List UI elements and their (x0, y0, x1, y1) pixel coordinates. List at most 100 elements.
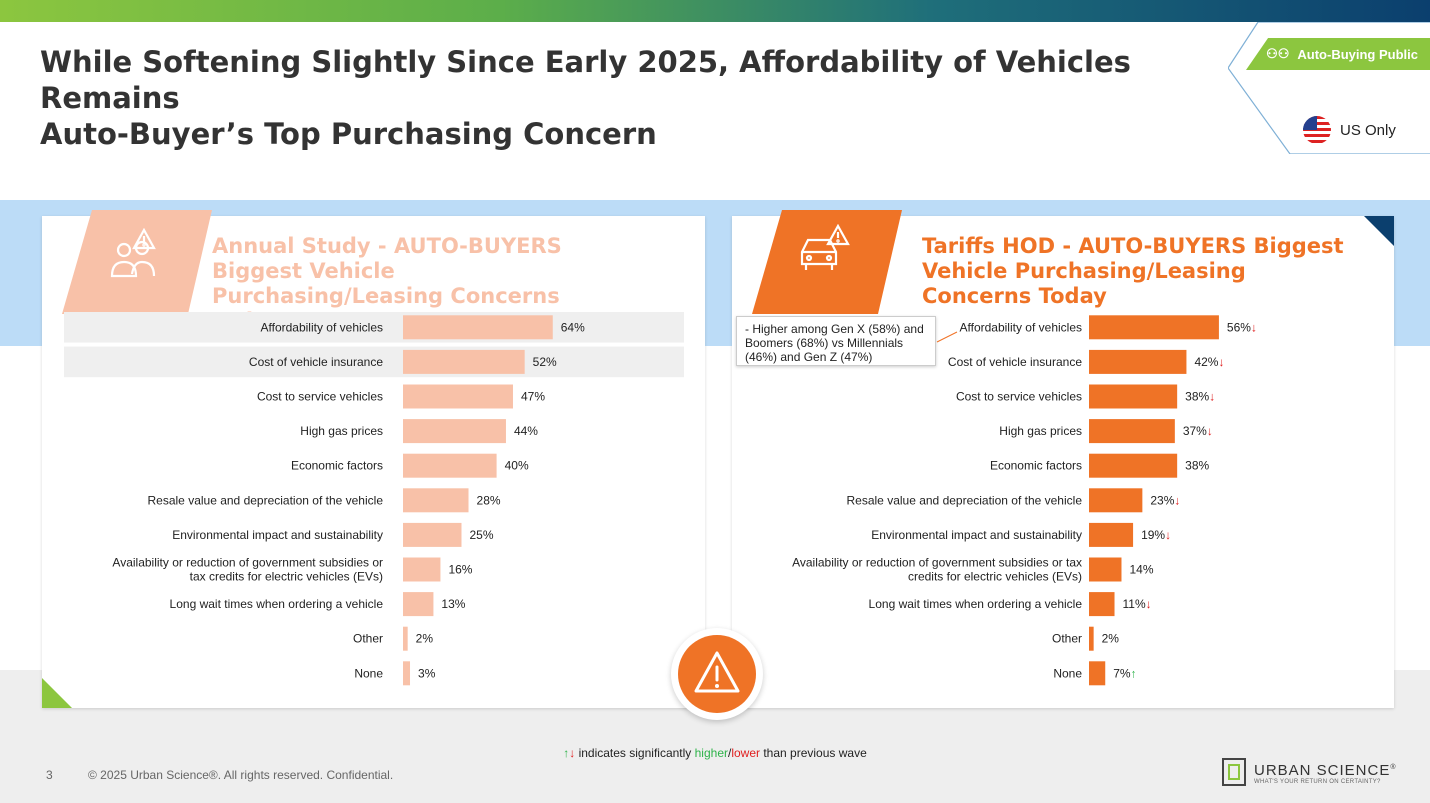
significance-arrow: ↓ (1174, 493, 1180, 507)
value-label: 38%↓ (1185, 390, 1215, 404)
page-title: While Softening Slightly Since Early 202… (40, 44, 1200, 152)
warning-icon (694, 651, 740, 693)
annual-study-title: Annual Study - AUTO-BUYERS Biggest Vehic… (212, 234, 562, 333)
value-label: 16% (448, 563, 472, 577)
category-label: Economic factors (990, 459, 1082, 473)
top-gradient-bar (0, 0, 1430, 22)
callout-note: - Higher among Gen X (58%) and Boomers (… (736, 316, 936, 366)
category-label: Environmental impact and sustainability (871, 528, 1082, 542)
category-label: Cost of vehicle insurance (948, 355, 1082, 369)
bar (403, 626, 408, 651)
region-label: US Only (1340, 121, 1396, 139)
value-label: 44% (514, 424, 538, 438)
value-label: 64% (561, 320, 585, 334)
significance-arrow: ↓ (1218, 355, 1224, 369)
category-label: Availability or reduction of government … (112, 556, 383, 584)
legend-lower: lower (731, 746, 761, 760)
bar (403, 557, 441, 582)
bar (403, 522, 462, 547)
highlight-row (64, 346, 684, 378)
category-label: Availability or reduction of government … (792, 556, 1082, 584)
page-title-line2: Auto-Buyer’s Top Purchasing Concern (40, 117, 657, 151)
value-label: 2% (416, 632, 434, 646)
category-label: Economic factors (291, 459, 383, 473)
category-label: Environmental impact and sustainability (172, 528, 383, 542)
category-label: Resale value and depreciation of the veh… (847, 493, 1083, 507)
category-label: Affordability of vehicles (260, 320, 383, 334)
category-label: Other (1052, 632, 1082, 646)
value-label: 7%↑ (1113, 666, 1136, 680)
bar (403, 384, 513, 409)
bar (403, 419, 506, 444)
warning-badge (671, 628, 763, 720)
audience-badge-label: Auto-Buying Public (1297, 46, 1418, 62)
tariffs-title: Tariffs HOD - AUTO-BUYERS Biggest Vehicl… (922, 234, 1344, 308)
value-label: 38% (1185, 459, 1209, 473)
value-label: 19%↓ (1141, 528, 1171, 542)
value-label: 25% (470, 528, 494, 542)
bar (403, 661, 411, 686)
bar (1089, 661, 1106, 686)
legend-higher: higher (694, 746, 728, 760)
category-label: None (354, 666, 383, 680)
value-label: 37%↓ (1183, 424, 1213, 438)
audience-badge: ⚇⚇ Auto-Buying Public (1246, 38, 1430, 70)
value-label: 28% (477, 493, 501, 507)
value-label: 14% (1129, 563, 1153, 577)
bar (1089, 522, 1134, 547)
tariffs-chart: Affordability of vehicles 56%↓ Cost of veh… (792, 315, 1257, 686)
logo-mark-icon (1222, 758, 1246, 786)
brand-tagline: WHAT'S YOUR RETURN ON CERTAINTY? (1254, 778, 1381, 785)
category-label: None (1053, 666, 1082, 680)
bar (1089, 592, 1115, 617)
bar (403, 488, 469, 513)
bar (1089, 626, 1094, 651)
category-label: Cost to service vehicles (257, 390, 383, 404)
category-label: Long wait times when ordering a vehicle (869, 597, 1083, 611)
category-label: Long wait times when ordering a vehicle (170, 597, 384, 611)
car-alert-icon (800, 224, 850, 270)
significance-arrow: ↓ (1251, 320, 1257, 334)
legend-arrows: ↑↓ (563, 746, 576, 760)
bar (403, 349, 525, 374)
value-label: 52% (533, 355, 557, 369)
category-label: Affordability of vehicles (959, 320, 1082, 334)
bar (403, 453, 497, 478)
bar (403, 592, 434, 617)
value-label: 47% (521, 390, 545, 404)
urban-science-logo: URBAN SCIENCE® WHAT'S YOUR RETURN ON CER… (1222, 758, 1397, 786)
highlight-row (64, 312, 684, 343)
category-label: Resale value and depreciation of the veh… (148, 493, 384, 507)
bar (1089, 488, 1143, 513)
value-label: 40% (505, 459, 529, 473)
bar (1089, 315, 1219, 340)
significance-arrow: ↑ (1131, 666, 1137, 680)
significance-arrow: ↓ (1209, 390, 1215, 404)
people-icon: ⚇⚇ (1266, 46, 1290, 61)
annual-study-chart: Affordability of vehicles 64% Cost of vehi… (64, 312, 684, 686)
value-label: 2% (1102, 632, 1120, 646)
value-label: 23%↓ (1150, 493, 1180, 507)
significance-arrow: ↓ (1207, 424, 1213, 438)
page-number: 3 (46, 768, 53, 782)
value-label: 3% (418, 666, 436, 680)
group-alert-icon (110, 228, 156, 278)
value-label: 56%↓ (1227, 320, 1257, 334)
significance-arrow: ↓ (1146, 597, 1152, 611)
value-label: 11%↓ (1123, 597, 1152, 611)
category-label: Other (353, 632, 383, 646)
copyright: © 2025 Urban Science®. All rights reserv… (88, 768, 394, 782)
callout-connector (936, 331, 958, 343)
category-label: High gas prices (999, 424, 1082, 438)
page-title-line1: While Softening Slightly Since Early 202… (40, 45, 1131, 115)
bar (1089, 349, 1187, 374)
value-label: 42%↓ (1194, 355, 1224, 369)
bar (1089, 557, 1122, 582)
category-label: High gas prices (300, 424, 383, 438)
category-label: Cost of vehicle insurance (249, 355, 383, 369)
brand-name: URBAN SCIENCE (1254, 761, 1391, 779)
bar (1089, 384, 1178, 409)
value-label: 13% (441, 597, 465, 611)
bar (403, 315, 553, 340)
significance-legend: ↑↓ indicates significantly higher/lower … (563, 746, 867, 760)
